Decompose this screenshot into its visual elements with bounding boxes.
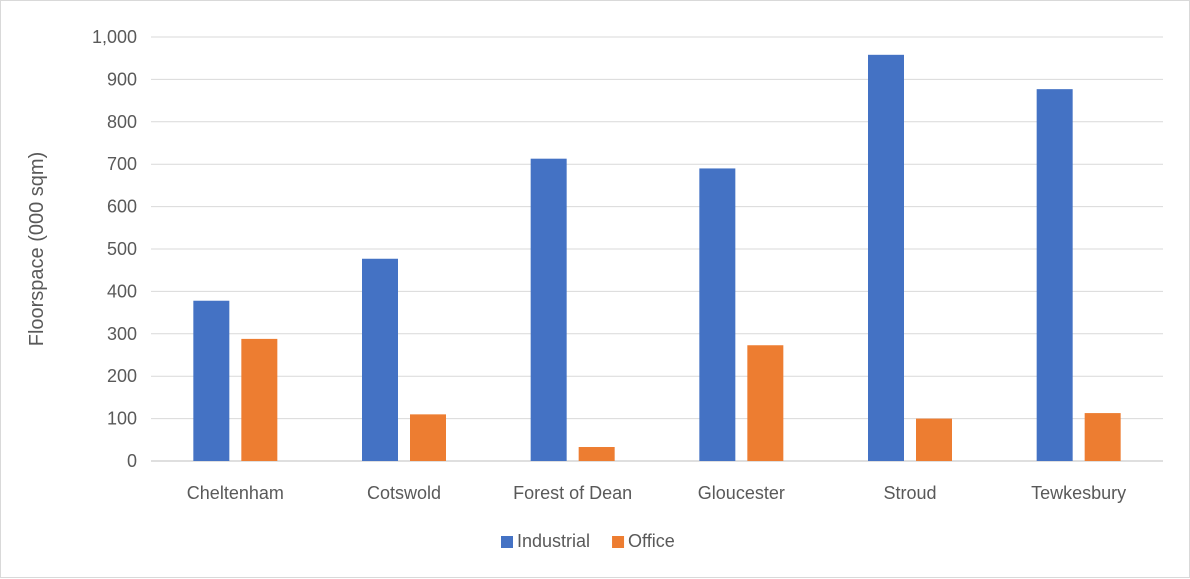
bar-industrial-gloucester (699, 168, 736, 461)
legend: Industrial Office (501, 531, 675, 551)
y-tick-label: 100 (107, 409, 137, 429)
legend-swatch-office (612, 536, 625, 548)
legend-label-office: Office (628, 531, 675, 551)
y-tick-label: 600 (107, 197, 137, 217)
y-tick-label: 400 (107, 281, 137, 301)
bar-industrial-cotswold (362, 258, 398, 461)
y-tick-label: 700 (107, 154, 137, 174)
bar-industrial-forest-of-dean (530, 158, 567, 462)
y-tick-label: 900 (107, 69, 137, 89)
y-tick-label: 1,000 (92, 27, 137, 47)
bar-industrial-stroud (868, 54, 904, 462)
bar-office-stroud (916, 418, 952, 461)
x-tick-label: Cotswold (367, 483, 441, 503)
legend-label-industrial: Industrial (517, 531, 590, 551)
y-axis-title: Floorspace (000 sqm) (26, 152, 48, 347)
bar-office-gloucester (747, 345, 784, 461)
x-axis-ticks: Cheltenham Cotswold Forest of Dean Gloucest… (187, 483, 1126, 503)
x-tick-label: Stroud (883, 483, 936, 503)
bar-office-cotswold (410, 414, 446, 461)
x-tick-label: Forest of Dean (513, 483, 632, 503)
bar-office-tewkesbury (1084, 413, 1121, 461)
y-tick-label: 200 (107, 366, 137, 386)
bar-office-cheltenham (241, 338, 278, 461)
x-tick-label: Cheltenham (187, 483, 284, 503)
bar-office-forest-of-dean (578, 447, 615, 461)
y-tick-label: 800 (107, 112, 137, 132)
y-tick-label: 500 (107, 239, 137, 259)
y-tick-label: 300 (107, 324, 137, 344)
gridlines (151, 36, 1163, 462)
bar-industrial-tewkesbury (1036, 89, 1073, 461)
bar-industrial-cheltenham (193, 300, 230, 461)
x-tick-label: Tewkesbury (1031, 483, 1126, 503)
y-axis-ticks: 0 100 200 300 400 500 600 700 800 900 1,000 (92, 27, 137, 471)
bars (193, 54, 1121, 462)
x-tick-label: Gloucester (698, 483, 785, 503)
legend-swatch-industrial (501, 536, 513, 548)
y-tick-label: 0 (127, 451, 137, 471)
